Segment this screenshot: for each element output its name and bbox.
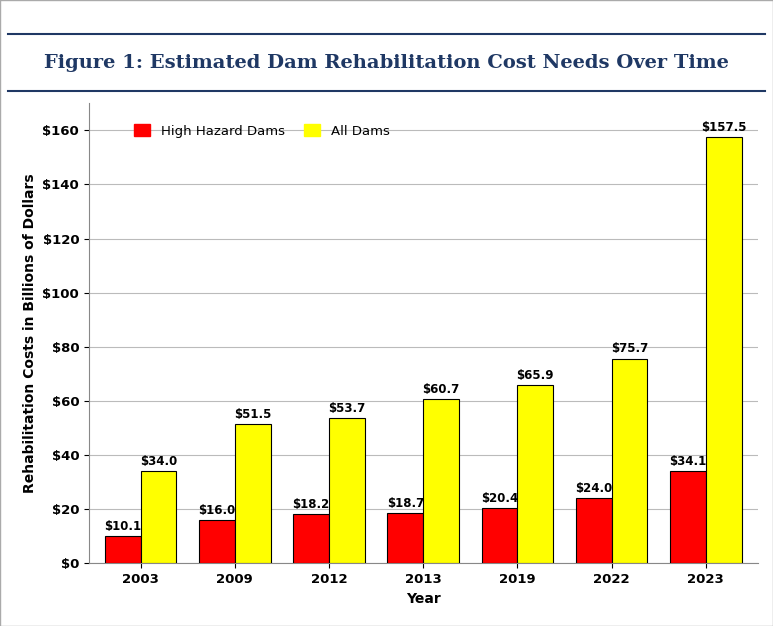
Bar bbox=[670, 471, 706, 563]
Bar bbox=[293, 514, 329, 563]
Y-axis label: Rehabilitation Costs in Billions of Dollars: Rehabilitation Costs in Billions of Doll… bbox=[23, 173, 37, 493]
Text: $34.1: $34.1 bbox=[669, 455, 707, 468]
Bar bbox=[235, 424, 271, 563]
Text: $157.5: $157.5 bbox=[701, 121, 747, 134]
Bar bbox=[576, 498, 611, 563]
X-axis label: Year: Year bbox=[406, 592, 441, 606]
Legend: High Hazard Dams, All Dams: High Hazard Dams, All Dams bbox=[129, 119, 395, 143]
Bar bbox=[199, 520, 235, 563]
Bar bbox=[387, 513, 424, 563]
Bar bbox=[482, 508, 517, 563]
Text: $18.2: $18.2 bbox=[292, 498, 330, 511]
Text: $10.1: $10.1 bbox=[104, 520, 141, 533]
Bar bbox=[706, 137, 741, 563]
Text: $51.5: $51.5 bbox=[234, 408, 271, 421]
Bar bbox=[611, 359, 647, 563]
Text: $34.0: $34.0 bbox=[140, 455, 177, 468]
Text: $16.0: $16.0 bbox=[199, 504, 236, 517]
Text: $24.0: $24.0 bbox=[575, 482, 612, 495]
Text: $53.7: $53.7 bbox=[329, 402, 366, 415]
Bar bbox=[329, 418, 365, 563]
Bar bbox=[424, 399, 459, 563]
Text: $60.7: $60.7 bbox=[423, 383, 460, 396]
Text: $75.7: $75.7 bbox=[611, 342, 648, 356]
Text: Figure 1: Estimated Dam Rehabilitation Cost Needs Over Time: Figure 1: Estimated Dam Rehabilitation C… bbox=[44, 54, 729, 71]
Bar bbox=[517, 385, 553, 563]
Bar bbox=[141, 471, 176, 563]
Text: $20.4: $20.4 bbox=[481, 492, 518, 505]
Text: $18.7: $18.7 bbox=[386, 496, 424, 510]
Text: $65.9: $65.9 bbox=[516, 369, 554, 382]
Bar bbox=[105, 536, 141, 563]
